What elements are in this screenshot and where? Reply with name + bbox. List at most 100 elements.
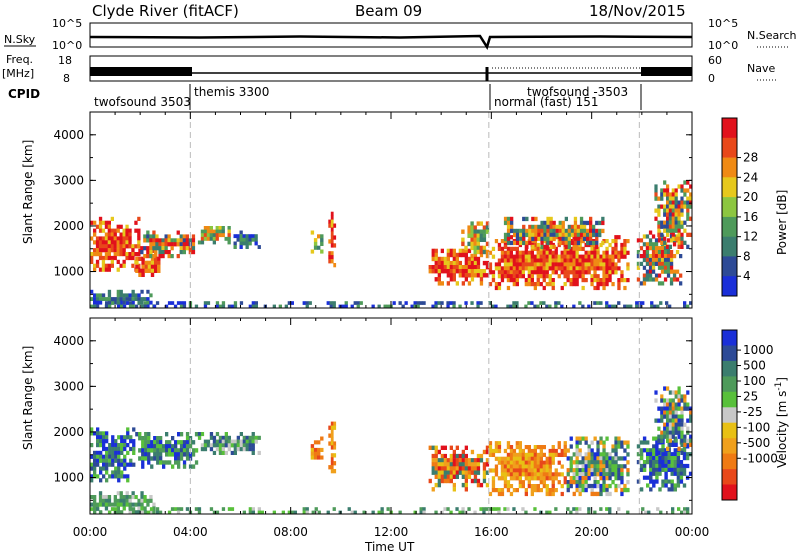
echo-cell xyxy=(218,435,223,440)
echo-cell xyxy=(482,507,486,511)
echo-cell xyxy=(123,435,127,440)
echo-cell xyxy=(141,452,145,457)
echo-cell xyxy=(126,427,130,432)
echo-cell xyxy=(99,478,103,483)
echo-cell xyxy=(126,435,130,440)
echo-cell xyxy=(171,448,175,453)
echo-cell xyxy=(203,304,208,309)
echo-cell xyxy=(101,236,106,241)
echo-cell xyxy=(542,301,546,305)
echo-cell xyxy=(111,470,115,475)
echo-cell xyxy=(566,483,570,489)
echo-cell xyxy=(689,442,693,447)
echo-cell xyxy=(200,447,205,452)
echo-cell xyxy=(146,498,150,503)
echo-cell xyxy=(317,455,321,460)
echo-cell xyxy=(239,241,243,246)
echo-cell xyxy=(446,462,450,467)
echo-cell xyxy=(108,458,112,463)
echo-cell xyxy=(132,427,136,432)
echo-cell xyxy=(113,228,117,233)
colorbar-tick-label: 25 xyxy=(743,389,758,403)
echo-cell xyxy=(527,254,531,259)
echo-cell xyxy=(648,238,653,243)
echo-cell xyxy=(596,274,600,279)
echo-cell xyxy=(488,448,493,454)
echo-cell xyxy=(589,224,593,230)
echo-cell xyxy=(461,466,465,471)
echo-cell xyxy=(581,258,585,263)
echo-cell xyxy=(608,476,612,481)
echo-cell xyxy=(413,304,417,309)
echo-cell xyxy=(536,254,540,259)
echo-cell xyxy=(434,256,438,262)
colorbar-segment xyxy=(722,157,737,178)
echo-cell xyxy=(128,507,133,511)
echo-cell xyxy=(194,304,199,309)
echo-cell xyxy=(658,460,662,465)
echo-cell xyxy=(530,456,534,461)
echo-region xyxy=(90,216,141,272)
echo-cell xyxy=(179,440,184,445)
echo-cell xyxy=(685,444,690,449)
echo-cell xyxy=(96,443,100,448)
echo-cell xyxy=(446,273,450,278)
echo-cell xyxy=(515,274,519,279)
echo-cell xyxy=(572,507,576,511)
echo-cell xyxy=(96,439,100,444)
echo-cell xyxy=(500,460,505,465)
echo-cell xyxy=(476,273,481,278)
echo-cell xyxy=(500,258,505,263)
echo-cell xyxy=(654,246,659,251)
echo-cell xyxy=(590,246,594,251)
echo-cell xyxy=(620,444,624,449)
echo-cell xyxy=(182,238,186,243)
echo-cell xyxy=(170,254,174,259)
echo-cell xyxy=(566,274,570,279)
echo-cell xyxy=(209,432,214,437)
echo-cell xyxy=(611,460,615,465)
colorbar-segment xyxy=(722,391,737,408)
echo-cell xyxy=(648,242,653,247)
echo-cell xyxy=(419,507,423,511)
echo-cell xyxy=(668,426,672,431)
echo-cell xyxy=(524,262,528,267)
echo-cell xyxy=(470,458,475,463)
echo-cell xyxy=(663,402,667,407)
echo-cell xyxy=(605,246,609,251)
echo-cell xyxy=(239,443,243,448)
echo-cell xyxy=(524,464,528,469)
echo-cell xyxy=(224,236,228,241)
echo-cell xyxy=(455,453,459,459)
echo-cell xyxy=(110,232,114,237)
echo-cell xyxy=(642,448,647,453)
echo-cell xyxy=(174,440,178,445)
echo-cell xyxy=(593,250,597,255)
echo-cell xyxy=(446,252,450,258)
echo-cell xyxy=(570,232,575,238)
echo-cell xyxy=(152,234,156,239)
echo-cell xyxy=(587,456,591,461)
echo-cell xyxy=(153,452,157,457)
echo-cell xyxy=(146,234,150,239)
echo-cell xyxy=(434,458,438,463)
echo-cell xyxy=(107,236,111,241)
echo-cell xyxy=(680,422,684,427)
echo-cell xyxy=(137,244,141,249)
echo-cell xyxy=(524,510,528,515)
echo-cell xyxy=(506,456,511,461)
echo-cell xyxy=(531,224,535,230)
echo-cell xyxy=(620,480,624,485)
echo-cell xyxy=(677,224,681,229)
echo-cell xyxy=(533,270,537,275)
echo-cell xyxy=(518,468,522,473)
echo-cell xyxy=(473,462,478,467)
echo-cell xyxy=(548,452,552,457)
echo-cell xyxy=(500,491,505,497)
echo-cell xyxy=(581,456,585,461)
echo-cell xyxy=(138,432,142,437)
y-tick-label: 3000 xyxy=(53,173,84,187)
echo-cell xyxy=(527,258,531,263)
echo-cell xyxy=(212,240,216,245)
echo-cell xyxy=(111,458,115,463)
